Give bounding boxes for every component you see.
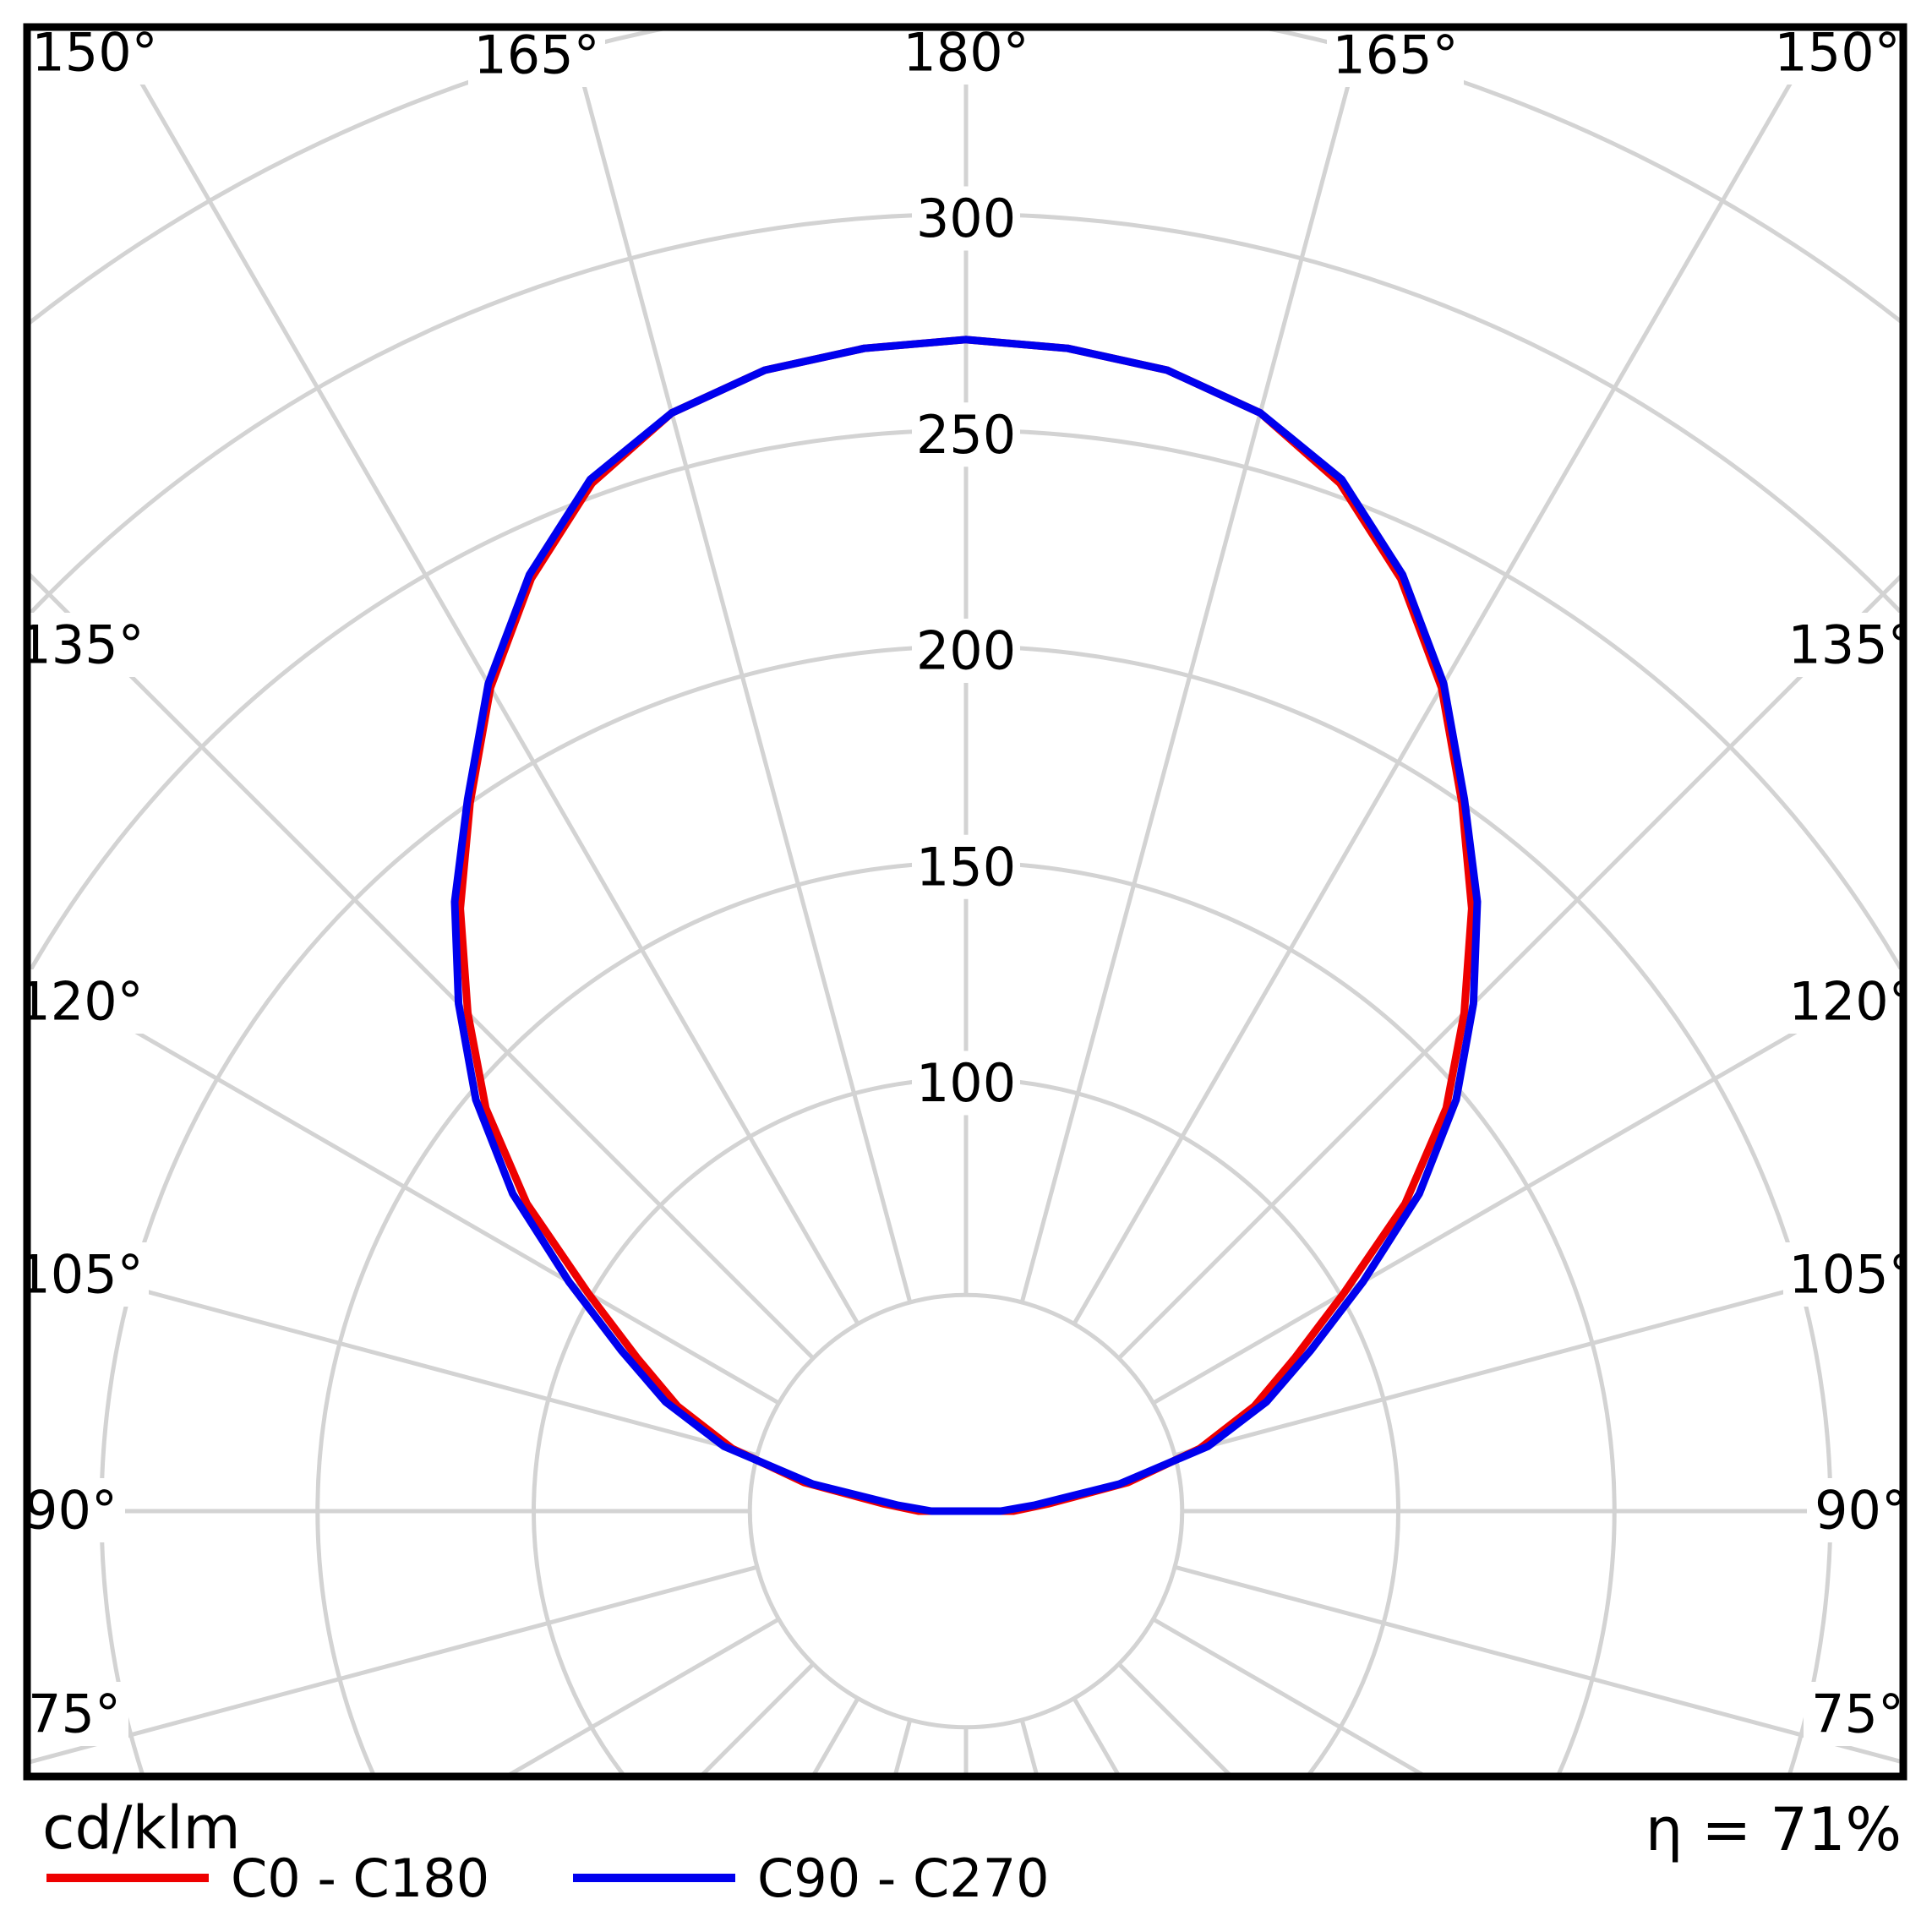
radial-tick-label-chip xyxy=(912,1051,1020,1116)
angle-label-chip xyxy=(468,30,605,87)
grid-radial-line xyxy=(30,572,815,1360)
angle-label-chip xyxy=(1782,613,1900,677)
angle-label-chip xyxy=(30,1682,128,1746)
angle-label-chip xyxy=(30,1242,149,1307)
grid-radial-line xyxy=(30,968,780,1405)
grid-radial-line xyxy=(30,1564,758,1765)
grid-radial-line xyxy=(1072,30,1824,1325)
unit-label: cd/klm xyxy=(42,1793,241,1863)
angle-label-chip xyxy=(30,30,163,85)
grid-radial-line xyxy=(108,30,860,1325)
angle-label: 165° xyxy=(473,25,599,86)
angle-label: 120° xyxy=(1788,971,1914,1033)
angle-label: 165° xyxy=(1332,25,1458,86)
grid-radial-line xyxy=(1174,1564,1900,1764)
angle-label: 150° xyxy=(1774,22,1900,84)
angle-label-chip xyxy=(898,30,1034,85)
radial-tick-label: 250 xyxy=(916,404,1016,466)
angle-label-chip xyxy=(30,969,149,1034)
radial-tick-label: 200 xyxy=(916,620,1016,682)
angle-label-chip xyxy=(30,613,150,677)
radial-tick-label-chip xyxy=(912,402,1020,467)
grid-radial-line xyxy=(1174,1258,1900,1458)
angle-label: 150° xyxy=(31,22,157,84)
grid-radial-line xyxy=(30,1258,758,1458)
grid-radial-line xyxy=(1019,30,1366,1303)
legend-entry-c0: C0 - C180 xyxy=(46,1847,490,1909)
radial-tick-label: 100 xyxy=(916,1052,1016,1114)
angle-label-chip xyxy=(1769,30,1900,85)
grid-radial-line xyxy=(1152,969,1900,1405)
legend-swatch-c90-icon xyxy=(573,1874,735,1882)
angle-label: 135° xyxy=(1787,614,1913,676)
angle-label-chip xyxy=(30,1478,125,1542)
angle-label-chip xyxy=(1804,1682,1900,1746)
angle-label-chip xyxy=(1783,1242,1900,1307)
angle-label-chip xyxy=(1783,969,1900,1034)
radial-tick-label-chip xyxy=(912,619,1020,683)
angle-label: 90° xyxy=(1815,1480,1907,1542)
angle-label: 180° xyxy=(903,22,1029,84)
plot-frame xyxy=(23,23,1907,1781)
legend-swatch-c0-icon xyxy=(46,1874,209,1882)
angle-label: 105° xyxy=(1788,1244,1914,1306)
angle-label-chip xyxy=(1327,30,1464,87)
angle-label: 120° xyxy=(17,971,143,1033)
legend-label-c90: C90 - C270 xyxy=(757,1847,1050,1909)
radial-tick-label: 150 xyxy=(916,836,1016,898)
angle-label: 75° xyxy=(28,1684,121,1745)
angle-label: 135° xyxy=(18,614,144,676)
curve-c90-c270 xyxy=(450,336,1482,1515)
grid-radial-line xyxy=(1117,574,1900,1360)
radial-tick-label-chip xyxy=(912,186,1020,251)
angle-label: 105° xyxy=(17,1244,143,1306)
radial-tick-label-chip xyxy=(912,834,1020,899)
radial-tick-label: 300 xyxy=(916,188,1016,249)
angle-label: 90° xyxy=(25,1480,117,1542)
grid-radial-line xyxy=(566,30,913,1303)
legend-label-c0: C0 - C180 xyxy=(231,1847,490,1909)
angle-label-chip xyxy=(1807,1478,1900,1542)
efficiency-label: η = 71% xyxy=(1645,1795,1902,1864)
legend-entry-c90: C90 - C270 xyxy=(573,1847,1050,1909)
angle-label: 75° xyxy=(1811,1684,1904,1745)
grid-radial-line xyxy=(1019,1719,1039,1773)
